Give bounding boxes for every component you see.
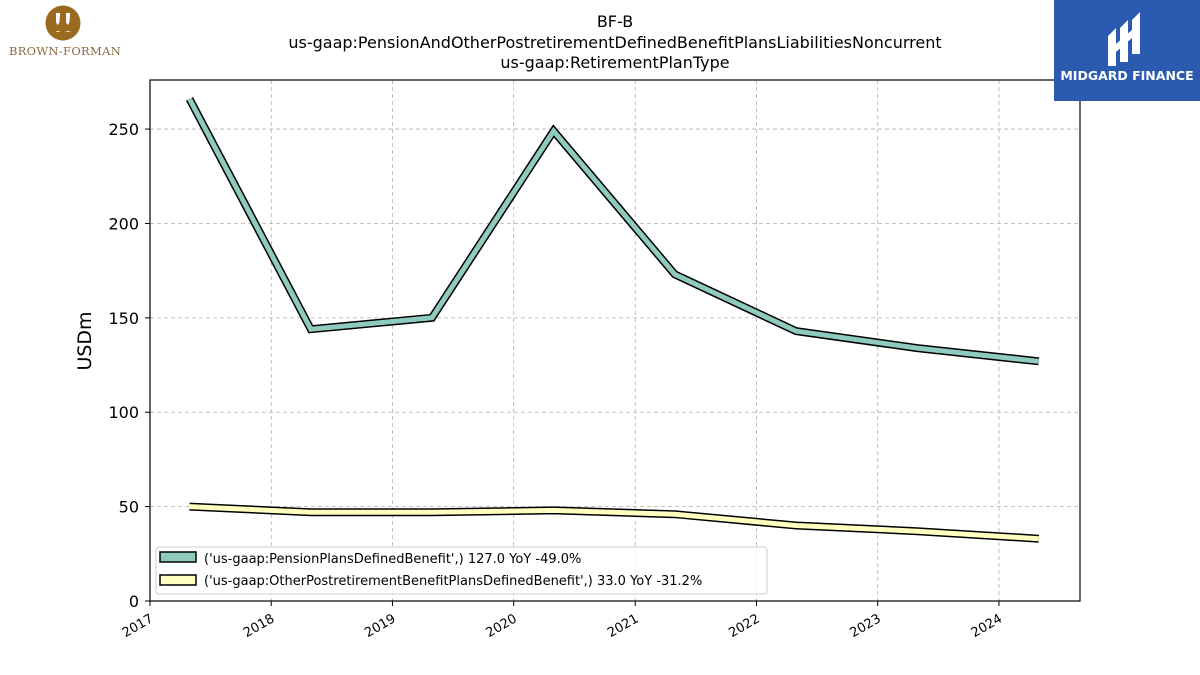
- legend-swatch-other: [159, 574, 197, 586]
- brown-forman-logo: BROWN-FORMAN: [0, 0, 130, 65]
- series-line-pension-outline: [185, 97, 1040, 366]
- grid: [149, 80, 1080, 602]
- chart-title-line-3: us-gaap:RetirementPlanType: [500, 53, 729, 72]
- x-tick-label: 2020: [484, 611, 520, 641]
- x-tick-label: 2022: [726, 611, 762, 641]
- x-tick-label: 2021: [605, 611, 641, 641]
- legend: ('us-gaap:PensionPlansDefinedBenefit',) …: [155, 546, 768, 595]
- series-lines: [185, 97, 1040, 543]
- y-tick-label: 50: [119, 498, 139, 517]
- series-line-other: [189, 504, 1039, 542]
- y-tick-label: 150: [108, 309, 139, 328]
- y-tick-label: 100: [108, 403, 139, 422]
- x-axis: 2017 2018 2019 2020 2021 2022 2023 2024: [120, 601, 1005, 641]
- chart-title: BF-B us-gaap:PensionAndOtherPostretireme…: [288, 12, 941, 72]
- plot-area-frame: [149, 79, 1081, 602]
- chart-title-line-2: us-gaap:PensionAndOtherPostretirementDef…: [288, 33, 941, 52]
- midgard-finance-wordmark: MIDGARD FINANCE: [1060, 68, 1194, 83]
- x-tick-label: 2018: [241, 611, 277, 641]
- y-axis: 0 50 100 150 200 250: [108, 120, 150, 611]
- y-tick-label: 0: [129, 592, 139, 611]
- x-tick-label: 2023: [848, 611, 884, 641]
- y-tick-label: 250: [108, 120, 139, 139]
- y-tick-label: 200: [108, 214, 139, 233]
- midgard-finance-logo: MIDGARD FINANCE: [1054, 0, 1200, 101]
- brown-forman-emblem-icon: [45, 5, 81, 41]
- series-line-pension: [187, 97, 1040, 364]
- legend-swatch-pension: [159, 551, 197, 563]
- y-axis-label: USDm: [74, 311, 96, 370]
- x-tick-label: 2024: [969, 611, 1005, 641]
- x-tick-label: 2017: [120, 611, 156, 641]
- legend-box: [155, 546, 768, 595]
- chart-title-line-1: BF-B: [597, 12, 633, 31]
- x-tick-label: 2019: [362, 611, 398, 641]
- midgard-emblem-icon: [1108, 12, 1140, 66]
- legend-label-pension: ('us-gaap:PensionPlansDefinedBenefit',) …: [204, 552, 581, 567]
- brown-forman-wordmark: BROWN-FORMAN: [8, 44, 122, 58]
- legend-label-other: ('us-gaap:OtherPostretirementBenefitPlan…: [204, 574, 702, 589]
